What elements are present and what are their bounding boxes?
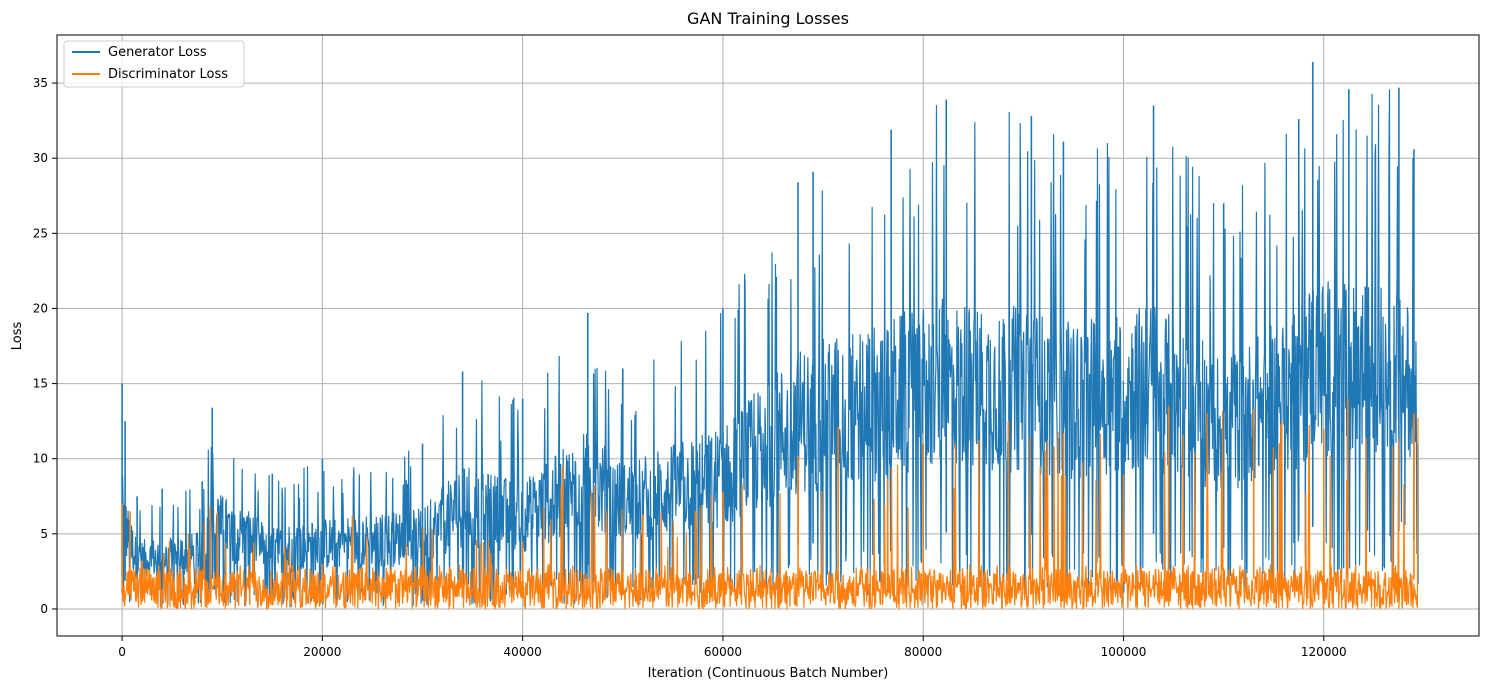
x-tick-label: 80000 (904, 645, 942, 659)
plot-frame (56, 34, 1480, 637)
x-tick-label: 120000 (1301, 645, 1347, 659)
y-axis-label: Loss (10, 322, 25, 351)
legend-label-discriminator: Discriminator Loss (108, 67, 228, 82)
generator-loss-line (121, 89, 1419, 608)
x-axis-label: Iteration (Continuous Batch Number) (648, 666, 889, 681)
y-tick-label: 5 (40, 527, 48, 541)
ticks: 0 20000 40000 60000 80000 100000 120000 0 5 10 15 2… (33, 76, 1347, 659)
legend-label-generator: Generator Loss (108, 45, 207, 60)
y-tick-label: 15 (33, 377, 48, 391)
y-tick-label: 25 (33, 226, 48, 240)
x-tick-label: 40000 (504, 645, 542, 659)
y-tick-label: 35 (33, 76, 48, 90)
x-tick-label: 0 (118, 645, 126, 659)
x-tick-label: 100000 (1101, 645, 1147, 659)
y-tick-label: 0 (40, 602, 48, 616)
x-tick-label: 20000 (303, 645, 341, 659)
chart-title: GAN Training Losses (687, 9, 849, 28)
y-tick-label: 30 (33, 151, 48, 165)
y-tick-label: 10 (33, 452, 48, 466)
x-tick-label: 60000 (704, 645, 742, 659)
legend: Generator Loss Discriminator Loss (63, 40, 245, 88)
discriminator-loss-line (121, 411, 1419, 610)
series-layer (121, 62, 1419, 610)
legend-box (63, 40, 245, 88)
y-tick-label: 20 (33, 301, 48, 315)
